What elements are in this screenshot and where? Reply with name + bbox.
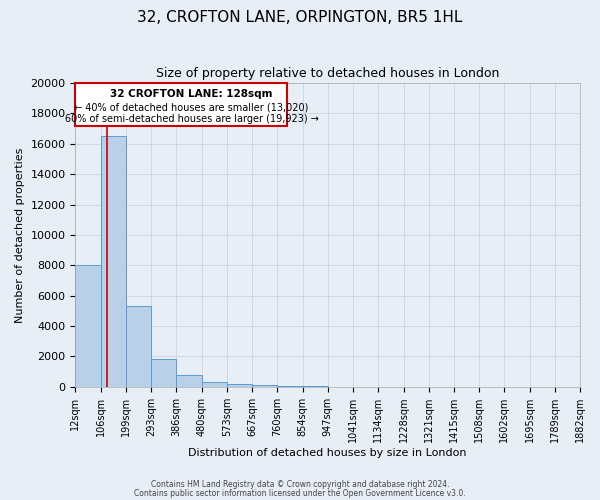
- Bar: [202, 382, 227, 386]
- Text: 60% of semi-detached houses are larger (19,923) →: 60% of semi-detached houses are larger (…: [65, 114, 319, 124]
- Text: Contains public sector information licensed under the Open Government Licence v3: Contains public sector information licen…: [134, 488, 466, 498]
- Bar: [176, 376, 202, 386]
- Text: ← 40% of detached houses are smaller (13,020): ← 40% of detached houses are smaller (13…: [74, 102, 308, 112]
- Bar: [126, 306, 151, 386]
- Title: Size of property relative to detached houses in London: Size of property relative to detached ho…: [156, 68, 499, 80]
- Text: 32 CROFTON LANE: 128sqm: 32 CROFTON LANE: 128sqm: [110, 90, 273, 100]
- Bar: [76, 266, 101, 386]
- Text: Contains HM Land Registry data © Crown copyright and database right 2024.: Contains HM Land Registry data © Crown c…: [151, 480, 449, 489]
- Bar: [151, 360, 176, 386]
- Bar: [227, 384, 252, 386]
- Bar: [101, 136, 126, 386]
- Text: 32, CROFTON LANE, ORPINGTON, BR5 1HL: 32, CROFTON LANE, ORPINGTON, BR5 1HL: [137, 10, 463, 25]
- Bar: [252, 385, 277, 386]
- Bar: [76, 83, 287, 126]
- X-axis label: Distribution of detached houses by size in London: Distribution of detached houses by size …: [188, 448, 467, 458]
- Y-axis label: Number of detached properties: Number of detached properties: [15, 147, 25, 322]
